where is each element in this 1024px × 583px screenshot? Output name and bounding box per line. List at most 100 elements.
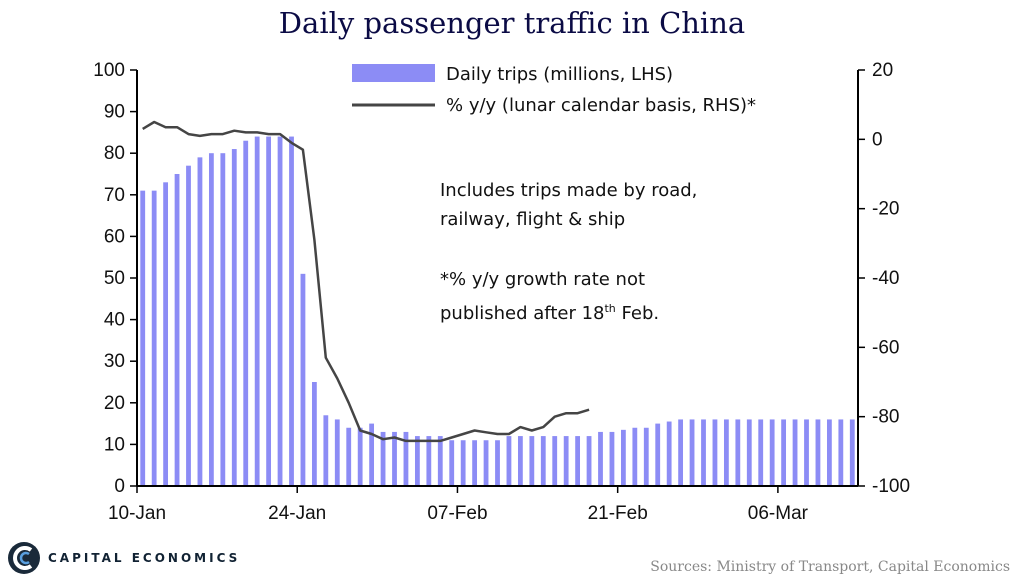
right-tick-label: -40 bbox=[872, 268, 899, 289]
bar bbox=[266, 136, 272, 486]
bar bbox=[346, 427, 352, 486]
note-line: published after 18th Feb. bbox=[440, 294, 659, 328]
bar bbox=[311, 382, 317, 486]
bar bbox=[449, 440, 455, 486]
bar bbox=[643, 427, 649, 486]
note-text: Feb. bbox=[615, 303, 660, 324]
bar bbox=[712, 419, 718, 486]
bar bbox=[380, 431, 386, 486]
bar bbox=[655, 423, 661, 486]
right-tick-label: -20 bbox=[872, 199, 899, 220]
right-tick-label: 0 bbox=[872, 129, 883, 150]
note-text: published after 18 bbox=[440, 303, 605, 324]
bar bbox=[392, 431, 397, 486]
bar bbox=[815, 419, 821, 486]
capital-economics-logo: CAPITAL ECONOMICS bbox=[6, 538, 240, 578]
bar bbox=[689, 419, 695, 486]
source-note: Sources: Ministry of Transport, Capital … bbox=[650, 559, 1010, 575]
left-tick-label: 40 bbox=[104, 310, 125, 331]
bar bbox=[495, 440, 500, 486]
left-tick-label: 90 bbox=[104, 102, 125, 123]
x-tick-label: 06-Mar bbox=[748, 503, 809, 524]
bar bbox=[460, 440, 466, 486]
left-tick-label: 20 bbox=[104, 393, 125, 414]
note-trip-types: Includes trips made by road, railway, fl… bbox=[440, 176, 697, 234]
left-tick-label: 60 bbox=[104, 226, 125, 247]
bar bbox=[220, 153, 226, 486]
left-tick-label: 100 bbox=[93, 60, 125, 81]
bar bbox=[769, 419, 775, 486]
bar bbox=[437, 436, 443, 486]
note-line: *% y/y growth rate not bbox=[440, 269, 646, 290]
bar bbox=[414, 436, 420, 486]
legend-line-label: % y/y (lunar calendar basis, RHS)* bbox=[446, 95, 756, 116]
bar bbox=[632, 427, 638, 486]
x-tick-label: 07-Feb bbox=[427, 503, 487, 524]
legend-bar-label: Daily trips (millions, LHS) bbox=[446, 64, 673, 85]
left-tick-label: 70 bbox=[104, 185, 125, 206]
bar bbox=[483, 440, 489, 486]
bar bbox=[243, 140, 249, 486]
legend: Daily trips (millions, LHS) % y/y (lunar… bbox=[352, 64, 756, 116]
bar bbox=[804, 419, 809, 486]
axes: 0 10 20 30 40 50 60 70 80 90 100 -100 -80 -60 -40 -20 0 2… bbox=[93, 60, 910, 524]
bar bbox=[701, 419, 706, 486]
logo-text: CAPITAL ECONOMICS bbox=[48, 551, 241, 565]
bar bbox=[369, 423, 375, 486]
bar bbox=[506, 436, 512, 486]
left-tick-label: 80 bbox=[104, 143, 125, 164]
bar bbox=[609, 431, 615, 486]
bar bbox=[598, 431, 603, 486]
note-line: Includes trips made by road, bbox=[440, 180, 698, 201]
bar bbox=[163, 182, 169, 486]
note-superscript: th bbox=[604, 302, 616, 315]
bar bbox=[334, 419, 340, 486]
bar bbox=[586, 436, 592, 486]
x-tick-label: 24-Jan bbox=[268, 503, 326, 524]
chart-title: Daily passenger traffic in China bbox=[278, 6, 746, 40]
bar bbox=[540, 436, 546, 486]
left-tick-label: 30 bbox=[104, 351, 125, 372]
bar bbox=[357, 427, 363, 486]
bar bbox=[289, 136, 294, 486]
bar bbox=[186, 165, 191, 486]
bar-series bbox=[140, 136, 855, 487]
right-tick-label: -60 bbox=[872, 337, 899, 358]
bar bbox=[826, 419, 832, 486]
bar bbox=[723, 419, 729, 486]
logo-c-icon bbox=[8, 542, 40, 574]
bar bbox=[575, 436, 581, 486]
left-tick-label: 50 bbox=[104, 268, 125, 289]
x-tick-label: 10-Jan bbox=[108, 503, 166, 524]
bar bbox=[323, 415, 329, 486]
yoy-growth-line bbox=[142, 120, 590, 443]
x-tick-label: 21-Feb bbox=[588, 503, 648, 524]
bar bbox=[758, 419, 764, 486]
line-series bbox=[142, 120, 590, 443]
right-tick-label: 20 bbox=[872, 60, 893, 81]
bar bbox=[403, 431, 409, 486]
bar bbox=[231, 149, 237, 487]
bar bbox=[174, 174, 180, 486]
bar bbox=[735, 419, 741, 486]
right-tick-label: -100 bbox=[872, 476, 910, 497]
left-tick-label: 10 bbox=[104, 434, 125, 455]
bar bbox=[792, 419, 798, 486]
bar bbox=[254, 136, 260, 486]
note-growth-rate: *% y/y growth rate not published after 1… bbox=[440, 265, 659, 328]
bar bbox=[529, 436, 535, 486]
bar bbox=[197, 157, 203, 487]
bar bbox=[620, 429, 626, 486]
bar bbox=[426, 436, 432, 486]
bar bbox=[552, 436, 558, 486]
bar bbox=[300, 273, 306, 486]
bar bbox=[472, 440, 478, 486]
bar bbox=[746, 419, 752, 486]
bar bbox=[849, 419, 855, 486]
bar bbox=[277, 136, 283, 486]
bar bbox=[838, 419, 844, 486]
bar bbox=[678, 419, 684, 486]
bar bbox=[517, 436, 523, 486]
bar bbox=[563, 436, 569, 486]
